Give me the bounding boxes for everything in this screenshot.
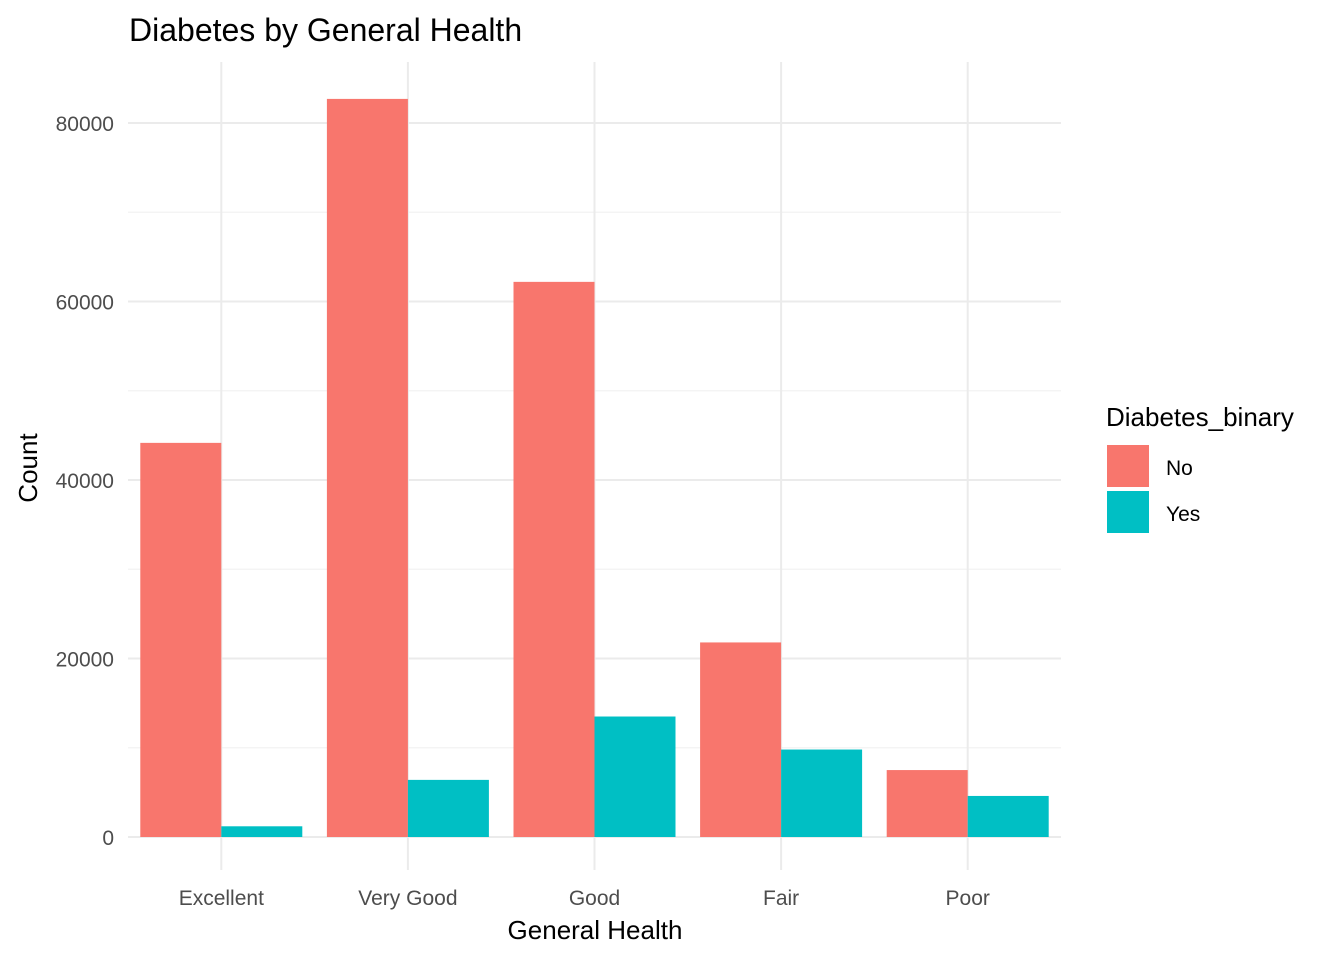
x-axis-title: General Health: [508, 915, 683, 945]
y-tick-label: 80000: [56, 113, 114, 136]
legend-label-yes: Yes: [1166, 503, 1200, 526]
y-axis-title: Count: [13, 433, 43, 503]
bar-yes-fair: [781, 749, 863, 837]
bars: [140, 98, 1049, 838]
chart-title: Diabetes by General Health: [129, 12, 522, 48]
y-tick-label: 20000: [56, 649, 114, 672]
x-tick-label: Good: [569, 887, 620, 910]
bar-yes-poor: [967, 795, 1049, 837]
bar-yes-excellent: [221, 826, 303, 837]
legend: Diabetes_binary No Yes: [1106, 402, 1294, 533]
y-tick-label: 60000: [56, 292, 114, 315]
x-axis-ticks: Excellent Very Good Good Fair Poor: [179, 887, 990, 910]
y-tick-label: 40000: [56, 470, 114, 493]
x-tick-label: Very Good: [358, 887, 457, 910]
bar-no-good: [513, 281, 595, 837]
x-tick-label: Poor: [946, 887, 990, 910]
y-axis-ticks: 0 20000 40000 60000 80000: [56, 113, 114, 850]
bar-no-poor: [886, 770, 968, 837]
bar-no-very-good: [326, 98, 408, 838]
x-tick-label: Fair: [763, 887, 799, 910]
bar-no-fair: [700, 642, 782, 837]
bar-yes-good: [594, 716, 676, 837]
legend-title: Diabetes_binary: [1106, 402, 1294, 432]
bar-no-excellent: [140, 442, 222, 837]
y-tick-label: 0: [102, 827, 114, 850]
bar-yes-very-good: [407, 779, 489, 837]
legend-swatch-no: [1107, 445, 1149, 487]
legend-label-no: No: [1166, 457, 1193, 480]
legend-swatch-yes: [1107, 491, 1149, 533]
x-tick-label: Excellent: [179, 887, 264, 910]
